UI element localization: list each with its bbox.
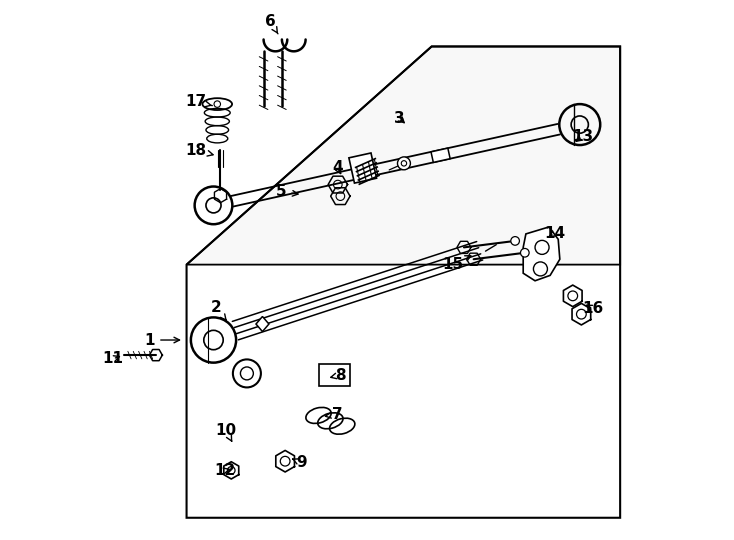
Text: 12: 12 (215, 463, 236, 478)
Circle shape (323, 370, 333, 380)
Text: 17: 17 (186, 94, 212, 110)
Text: 4: 4 (332, 160, 343, 175)
Circle shape (511, 237, 520, 245)
Text: 3: 3 (394, 111, 404, 126)
Text: 7: 7 (325, 407, 343, 422)
Polygon shape (256, 316, 269, 332)
Bar (431, 148, 450, 163)
Text: 18: 18 (186, 143, 213, 158)
Text: 10: 10 (215, 423, 236, 441)
Text: 15: 15 (443, 256, 470, 272)
Bar (319, 364, 350, 386)
Text: 9: 9 (293, 455, 307, 470)
Text: 8: 8 (331, 368, 346, 382)
Text: 1: 1 (145, 333, 180, 348)
Text: 2: 2 (211, 300, 226, 320)
Bar (349, 153, 377, 183)
Circle shape (337, 370, 346, 380)
Text: 5: 5 (275, 184, 298, 199)
Text: 16: 16 (583, 301, 604, 316)
Polygon shape (523, 227, 560, 281)
Text: 13: 13 (572, 129, 593, 144)
Text: 14: 14 (544, 226, 565, 241)
Circle shape (520, 248, 529, 257)
Text: 6: 6 (265, 14, 278, 34)
Text: 11: 11 (102, 352, 123, 366)
Circle shape (398, 157, 410, 170)
Polygon shape (186, 46, 620, 265)
